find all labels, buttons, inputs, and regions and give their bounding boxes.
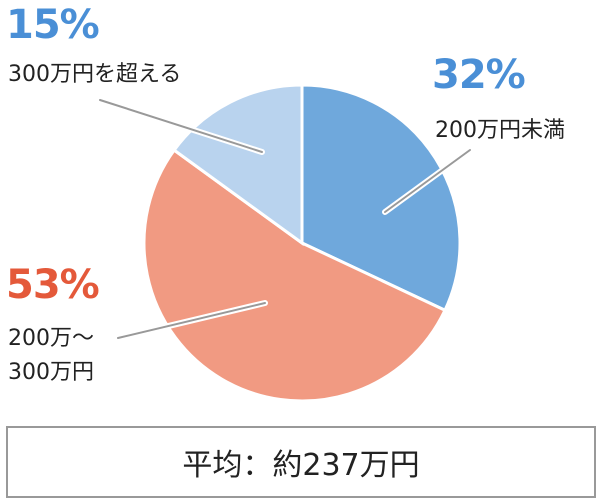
pie-slice xyxy=(300,83,462,313)
value-label: 53% xyxy=(6,262,100,308)
category-label: 300万円を超える xyxy=(8,62,182,87)
value-label: 15% xyxy=(6,2,100,48)
pie-slice xyxy=(142,148,447,403)
category-label: 200万～ 300万円 xyxy=(8,326,94,385)
average-note: 平均：約237万円 xyxy=(6,426,596,498)
category-label: 200万円未満 xyxy=(435,118,565,143)
leader-lines xyxy=(97,97,473,341)
pie-slice xyxy=(172,83,304,246)
value-label: 32% xyxy=(432,52,526,98)
